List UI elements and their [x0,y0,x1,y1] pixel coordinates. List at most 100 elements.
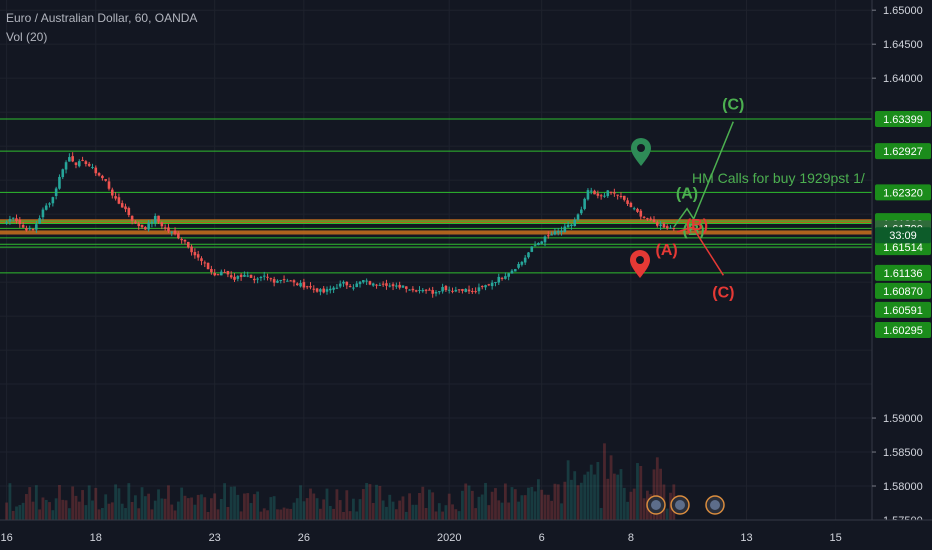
candle-body [35,224,38,230]
candle-body [385,283,388,286]
price-tag[interactable]: 1.62927 [875,143,931,160]
volume-bar [550,500,554,520]
candle-body [358,281,362,285]
wave-annotations[interactable]: (A) (B) (C) (A) (B) (C) [656,97,745,302]
volume-bar [411,504,415,520]
time-axis[interactable]: 16 18 23 26 2020 6 8 13 15 [0,519,932,550]
candle-body [276,280,279,283]
volume-bar [266,510,269,520]
volume-bar [173,510,177,520]
bear-wave-label-3[interactable]: (C) [712,284,734,301]
volume-bar [441,511,445,520]
green-pin-icon[interactable] [631,138,651,166]
candle-body [477,287,481,292]
candle-body [134,221,137,224]
symbol-title[interactable]: Euro / Australian Dollar, 60, OANDA [6,11,198,25]
price-tag[interactable]: 1.60591 [875,301,931,318]
candle-body [124,206,127,210]
price-tick-label: 1.59000 [883,413,923,425]
bear-wave-label-2[interactable]: (B) [686,217,708,234]
volume-indicator-label[interactable]: Vol (20) [6,30,48,44]
volume-bar [11,510,15,520]
price-tag[interactable]: 1.63399 [875,111,931,128]
candle-body [408,289,411,291]
volume-bar [239,511,243,520]
volume-bar [107,503,111,520]
candle-body [97,173,101,176]
candle-body [302,282,306,288]
volume-bar [335,489,339,520]
price-tag[interactable]: 1.62320 [875,184,931,201]
price-tag[interactable]: 1.60870 [875,282,931,299]
volume-bar [642,498,646,520]
candle-body [371,283,375,286]
bull-wave-path [673,121,734,228]
volume-bar [279,509,283,520]
candle-body [629,202,633,208]
countdown-tag-label: 33:09 [889,230,917,242]
candle-body [216,274,220,276]
volume-bar [203,497,207,520]
time-tick-label: 15 [830,532,842,544]
volume-bar [470,490,474,520]
event-icon-2[interactable] [670,495,690,515]
volume-bar [603,443,606,520]
volume-bar [391,501,395,520]
candle-body [589,190,593,192]
candle-body [497,276,501,283]
candle-body [543,236,547,243]
candle-body [606,190,610,197]
volume-bar [381,500,385,520]
volume-bar [325,488,329,520]
price-tag[interactable]: 1.61136 [875,264,931,281]
volume-bar [196,494,200,520]
chart-markers[interactable]: HM Calls for buy 1929pst 1/ [630,138,865,515]
volume-bar [147,493,151,520]
candle-body [487,284,491,286]
event-icon-1[interactable] [646,495,666,515]
price-tag[interactable]: 1.60295 [875,322,931,339]
volume-bar [560,503,563,520]
volume-bar [401,496,405,520]
bear-wave-label-1[interactable]: (A) [656,242,678,259]
candle-body [253,278,256,281]
countdown-tag[interactable]: 33:09 [875,227,931,244]
candle-body [540,241,543,244]
candle-body [580,209,583,214]
candle-body [84,161,88,165]
candle-body [101,175,104,179]
candle-body [229,275,233,278]
candle-body [177,233,180,239]
event-icon-3[interactable] [705,495,725,515]
volume-bar [467,485,471,520]
candle-body [150,221,154,224]
volume-bar [315,498,319,520]
volume-bar [414,504,418,520]
bull-wave-label-1[interactable]: (A) [676,186,698,203]
candle-body [365,280,368,282]
price-axis-bg [872,0,932,520]
volume-bar [388,494,392,520]
volume-bar [77,501,81,520]
volume-bar [517,501,520,520]
volume-bar [61,499,65,520]
resistance-zone [0,230,872,235]
candle-body [500,277,504,279]
price-axis[interactable]: 1.65000 1.64500 1.64000 1.59000 1.58500 1.580… [871,0,932,527]
candle-body [576,214,580,220]
volume-bar [394,509,398,520]
candle-body [395,285,398,287]
red-pin-icon[interactable] [630,250,650,278]
bull-wave-label-3[interactable]: (C) [722,97,744,114]
volume-bar [322,499,326,520]
price-tag-bg [875,264,931,281]
bull-wave-label-2[interactable]: (B) [683,222,705,239]
annotation-text[interactable]: HM Calls for buy 1929pst 1/ [692,170,865,186]
volume-bar [328,505,332,520]
candle-body [428,289,431,291]
candle-body [319,289,322,292]
volume-bar [437,503,441,520]
support-resistance-lines[interactable] [0,118,872,274]
volume-bar [170,504,174,520]
